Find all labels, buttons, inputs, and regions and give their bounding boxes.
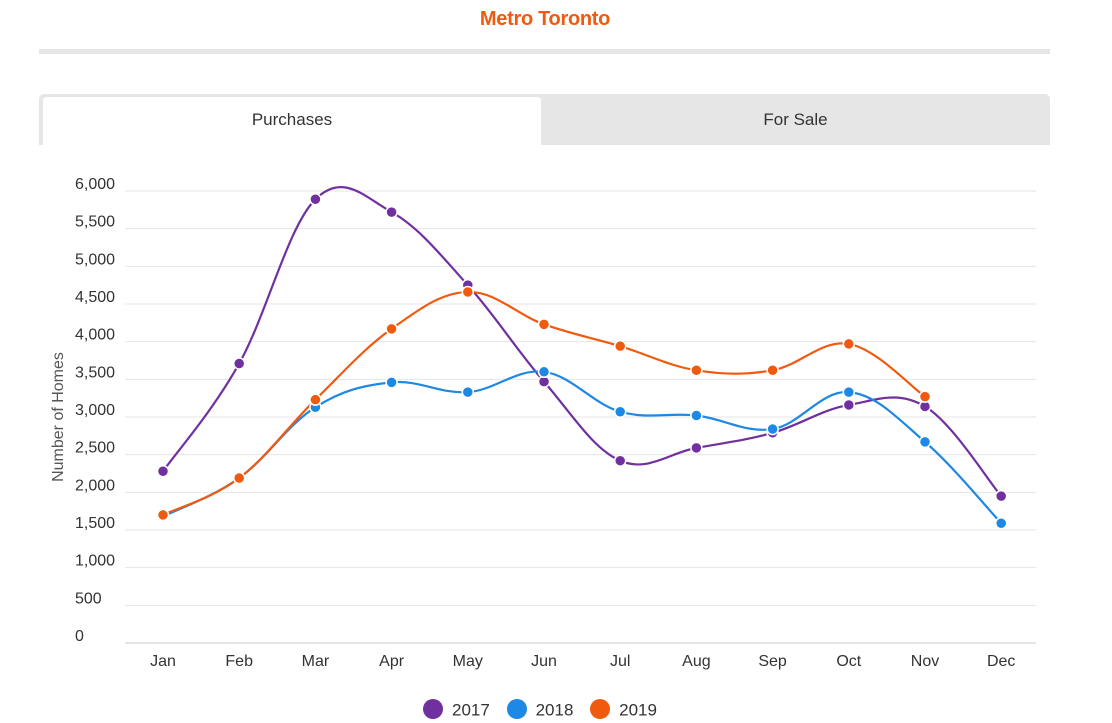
legend-swatch-2019 bbox=[590, 698, 611, 719]
data-point-2018-nov bbox=[918, 435, 932, 449]
data-point-2017-dec bbox=[994, 489, 1008, 503]
series-line-2019 bbox=[162, 290, 926, 516]
tab-purchases[interactable]: Purchases bbox=[43, 97, 541, 145]
chart-legend: 2017 2018 2019 bbox=[0, 698, 1080, 722]
y-tick-label-3500: 3,500 bbox=[75, 364, 115, 381]
data-point-2017-jul bbox=[613, 454, 627, 467]
data-point-2019-jul bbox=[613, 339, 627, 353]
legend-label-2018: 2018 bbox=[535, 700, 574, 720]
y-tick-label-5000: 5,000 bbox=[75, 251, 115, 268]
x-tick-label-dec: Dec bbox=[987, 653, 1015, 670]
data-point-2019-oct bbox=[842, 337, 856, 351]
title-divider bbox=[39, 49, 1050, 54]
x-tick-label-feb: Feb bbox=[225, 653, 253, 670]
legend-item-2019[interactable]: 2019 bbox=[590, 698, 657, 721]
y-tick-label-500: 500 bbox=[75, 590, 102, 607]
x-tick-label-may: May bbox=[453, 653, 483, 670]
x-tick-label-apr: Apr bbox=[379, 653, 405, 670]
data-point-2018-may bbox=[461, 385, 475, 399]
data-point-2019-sep bbox=[766, 364, 779, 377]
y-tick-label-3000: 3,000 bbox=[75, 402, 115, 419]
legend-label-2017: 2017 bbox=[452, 700, 490, 720]
data-point-2017-aug bbox=[690, 441, 703, 455]
y-tick-label-4000: 4,000 bbox=[75, 327, 115, 344]
data-point-2017-jan bbox=[156, 464, 170, 478]
data-point-2019-may bbox=[461, 285, 475, 299]
legend-label-2019: 2019 bbox=[619, 700, 657, 720]
data-point-2018-jul bbox=[613, 405, 627, 418]
data-point-2017-apr bbox=[385, 205, 398, 219]
data-point-2017-mar bbox=[309, 193, 322, 206]
y-axis-label: Number of Homes bbox=[50, 352, 67, 482]
y-tick-label-2000: 2,000 bbox=[75, 477, 115, 494]
tab-for-sale[interactable]: For Sale bbox=[763, 110, 828, 129]
x-tick-label-oct: Oct bbox=[836, 653, 861, 670]
data-point-2019-jan bbox=[156, 508, 170, 522]
tab-bar: Purchases For Sale bbox=[39, 94, 1050, 145]
data-point-2019-jun bbox=[537, 318, 551, 331]
data-point-2019-apr bbox=[385, 322, 398, 336]
x-tick-label-mar: Mar bbox=[302, 653, 330, 670]
y-tick-label-2500: 2,500 bbox=[75, 440, 115, 457]
data-point-2018-apr bbox=[385, 376, 398, 389]
data-point-2018-sep bbox=[766, 422, 779, 436]
data-point-2017-feb bbox=[232, 357, 246, 370]
data-point-2019-nov bbox=[918, 390, 932, 403]
x-tick-label-aug: Aug bbox=[682, 653, 710, 670]
legend-swatch-2018 bbox=[506, 698, 527, 719]
legend-item-2018[interactable]: 2018 bbox=[506, 698, 574, 721]
legend-item-2017[interactable]: 2017 bbox=[423, 698, 490, 721]
data-point-2018-aug bbox=[690, 409, 703, 422]
data-point-2019-mar bbox=[309, 393, 322, 406]
y-tick-label-6000: 6,000 bbox=[75, 176, 115, 193]
y-tick-label-4500: 4,500 bbox=[75, 289, 115, 306]
x-tick-label-nov: Nov bbox=[911, 653, 939, 670]
data-point-2018-jun bbox=[537, 365, 551, 379]
data-point-2018-oct bbox=[842, 385, 856, 399]
chart-title: Metro Toronto bbox=[479, 8, 611, 30]
x-tick-label-sep: Sep bbox=[758, 653, 787, 670]
x-tick-label-jan: Jan bbox=[150, 653, 176, 670]
x-tick-label-jun: Jun bbox=[531, 653, 557, 670]
data-point-2019-feb bbox=[232, 471, 246, 485]
y-tick-label-5500: 5,500 bbox=[75, 214, 115, 231]
data-point-2019-aug bbox=[690, 364, 703, 377]
y-tick-label-0: 0 bbox=[75, 628, 84, 645]
data-point-2018-dec bbox=[994, 516, 1008, 530]
x-tick-label-jul: Jul bbox=[610, 653, 630, 670]
series-line-2018 bbox=[162, 370, 1003, 524]
y-tick-label-1500: 1,500 bbox=[75, 515, 115, 532]
data-point-2017-oct bbox=[842, 398, 856, 412]
y-tick-label-1000: 1,000 bbox=[75, 553, 115, 570]
legend-swatch-2017 bbox=[423, 698, 444, 719]
